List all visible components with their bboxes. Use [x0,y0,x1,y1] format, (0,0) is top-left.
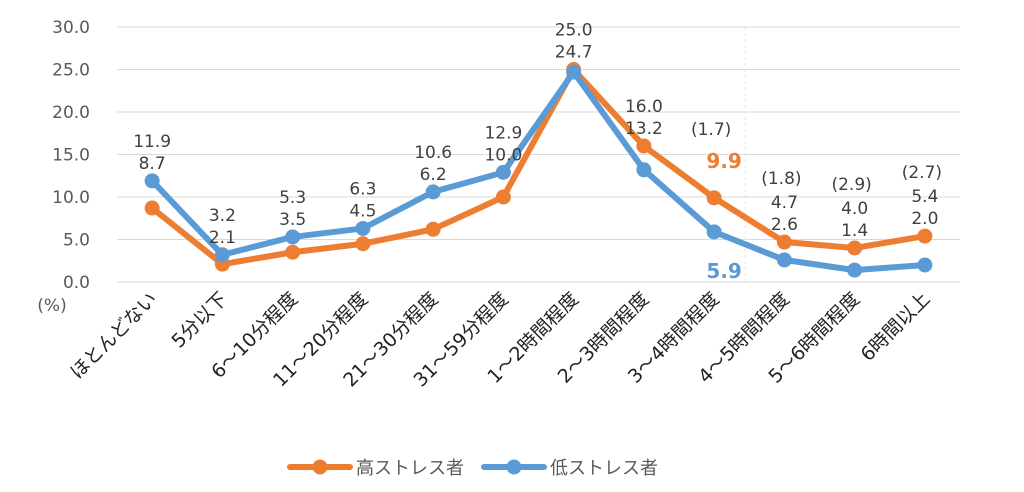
y-axis: 0.0 5.0 10.0 15.0 20.0 25.0 30.0 [52,18,90,293]
data-point-high-stress [495,189,511,205]
ratio-label: (2.9) [831,175,871,195]
x-tick-label: 5分以下 [167,288,231,352]
data-label-high-stress: 3.5 [279,210,306,230]
data-point-low-stress [495,164,511,180]
data-point-high-stress [917,228,933,244]
data-point-low-stress [566,64,582,80]
data-label-low-stress: 5.9 [706,259,741,283]
legend-label: 高ストレス者 [356,458,464,479]
series-markers [144,62,933,278]
series-lines [149,66,928,274]
legend-swatch-marker [312,459,328,475]
data-point-low-stress [847,262,863,278]
legend-swatch-marker [506,459,522,475]
data-label-low-stress: 24.7 [555,43,593,63]
legend-label: 低ストレス者 [550,458,658,479]
data-labels: 11.98.7 3.22.1 5.33.5 6.34.5 10.66.2 12.910.0… [133,21,938,283]
y-tick-label: 5.0 [63,231,90,251]
data-point-high-stress [776,234,792,250]
data-point-low-stress [636,162,652,178]
data-label-low-stress: 3.2 [209,206,236,226]
y-tick-label: 30.0 [52,18,90,38]
data-point-low-stress [706,224,722,240]
data-label-low-stress: 2.0 [911,209,938,229]
data-point-low-stress [355,220,371,236]
data-label-low-stress: 13.2 [625,119,663,139]
data-point-low-stress [285,229,301,245]
data-label-low-stress: 11.9 [133,132,171,152]
gridlines [117,26,960,283]
ratio-label: (1.8) [761,169,801,189]
y-tick-label: 25.0 [52,61,90,81]
y-tick-label: 20.0 [52,103,90,123]
data-label-high-stress: 5.4 [911,187,938,207]
y-tick-label: 15.0 [52,146,90,166]
data-label-high-stress: 4.7 [771,193,798,213]
data-point-low-stress [917,257,933,273]
data-label-high-stress: 4.5 [349,201,376,221]
data-point-low-stress [144,173,160,189]
data-label-low-stress: 10.6 [414,143,452,163]
legend: 高ストレス者 低ストレス者 [287,458,658,479]
data-point-high-stress [636,138,652,154]
x-tick-label: 6時間以上 [857,288,935,366]
data-point-low-stress [425,184,441,200]
data-label-high-stress: 16.0 [625,97,663,117]
y-tick-label: 10.0 [52,188,90,208]
series-line-high-stress [149,66,928,268]
y-axis-unit-label: (%) [37,296,66,316]
data-label-low-stress: 5.3 [279,188,306,208]
data-label-high-stress: 25.0 [555,21,593,41]
data-label-high-stress: 10.0 [484,145,522,165]
data-label-high-stress: 6.2 [420,165,447,185]
data-label-low-stress: 6.3 [349,179,376,199]
data-label-high-stress: 4.0 [841,199,868,219]
data-label-low-stress: 12.9 [484,123,522,143]
data-point-low-stress [776,252,792,268]
ratio-label: (2.7) [902,163,942,183]
data-label-high-stress: 9.9 [706,149,741,173]
data-point-high-stress [285,244,301,260]
x-axis: ほとんどない 5分以下6～10分程度11～20分程度21～30分程度31～59分程… [66,288,934,391]
data-label-low-stress: 2.6 [771,215,798,235]
data-label-low-stress: 1.4 [841,221,868,241]
ratio-label: (1.7) [691,120,731,140]
y-tick-label: 0.0 [63,273,90,293]
data-label-high-stress: 2.1 [209,228,236,248]
data-point-high-stress [144,200,160,216]
x-tick-label: ほとんどない [66,288,162,384]
ratio-annotations: (1.7) (1.8) (2.9) (2.7) [691,120,942,195]
data-point-high-stress [706,190,722,206]
series-line-low-stress [149,69,928,274]
data-point-high-stress [847,240,863,256]
data-label-high-stress: 8.7 [139,154,166,174]
data-point-low-stress [214,247,230,263]
data-point-high-stress [355,236,371,252]
data-point-high-stress [425,221,441,237]
